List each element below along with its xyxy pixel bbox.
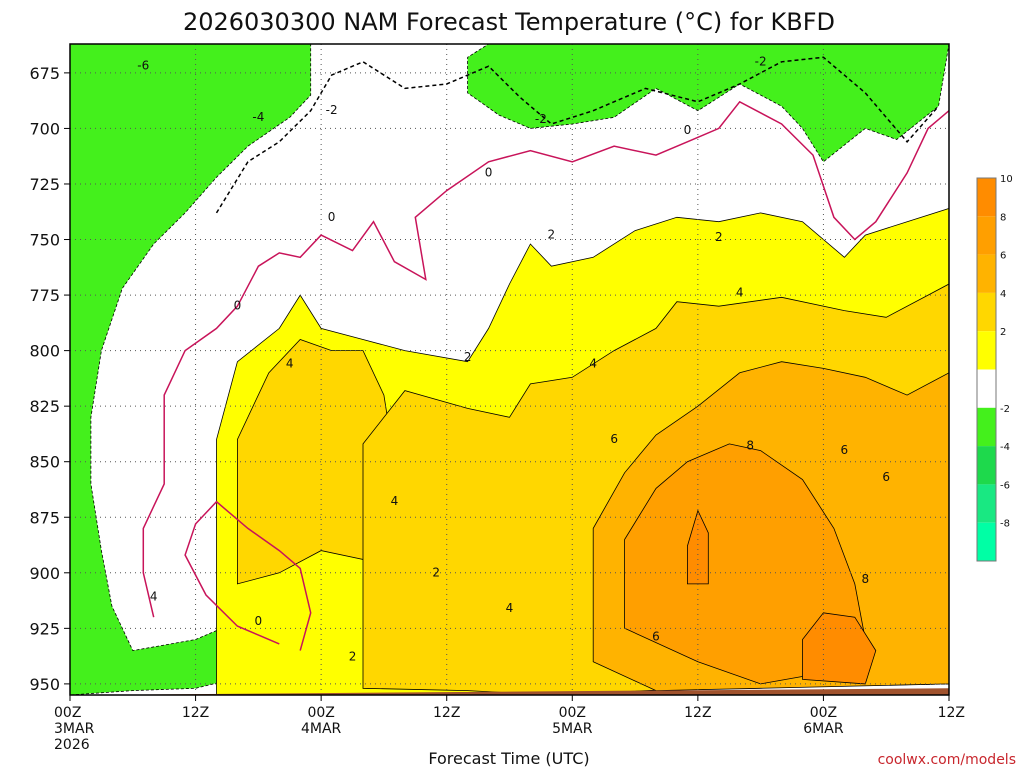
y-tick-label-9: 900 [29,564,60,583]
colorbar-label-6: -4 [1000,442,1010,453]
x-tick-label-0-0: 00Z [54,705,81,721]
contour-label-5: 0 [684,123,692,137]
x-tick-label-2-0: 00Z [307,705,334,721]
region-9 [687,509,709,585]
colorbar-label-4: 2 [1000,327,1006,338]
y-tick-label-7: 850 [29,453,60,472]
chart-title: 2026030300 NAM Forecast Temperature (°C)… [183,8,835,36]
contour-label-4: -2 [755,54,767,68]
contour-label-14: 2 [349,650,357,664]
colorbar-band-1 [977,216,996,255]
x-tick-label-5-0: 12Z [684,705,711,721]
colorbar-label-8: -8 [1000,519,1010,530]
y-tick-label-2: 725 [29,175,60,194]
contour-label-23: 6 [841,443,849,457]
colorbar-band-6 [977,407,996,447]
colorbar-label-7: -6 [1000,480,1010,491]
credit-text: coolwx.com/models [878,752,1016,768]
plot-frame [69,43,950,696]
colorbar-band-5 [977,369,996,408]
y-tick-label-11: 950 [29,675,60,694]
terrain-fill [70,688,949,695]
x-axis-label: Forecast Time (UTC) [428,749,589,768]
contour-label-8: 0 [234,299,242,313]
colorbar-label-0: 10 [1000,174,1013,185]
x-tick-label-6-0: 00Z [810,705,837,721]
gridlines [70,44,949,695]
contour-label-25: 8 [746,439,754,453]
colorbar-band-3 [977,292,996,332]
x-tick-label-1-0: 12Z [182,705,209,721]
contour-label-6: 0 [485,165,493,179]
colorbar-band-7 [977,446,996,485]
colorbar-label-2: 6 [1000,251,1006,262]
colorbar-frame [976,177,997,562]
y-tick-label-4: 775 [29,286,60,305]
contour-label-2: -2 [326,103,338,117]
contour-label-19: 4 [506,601,514,615]
contour-label-15: 4 [286,356,294,370]
contour-label-17: 4 [589,356,597,370]
x-tick-label-6-1: 6MAR [803,721,844,737]
contour-label-11: 2 [715,230,723,244]
y-tick-label-10: 925 [29,619,60,638]
y-tick-label-5: 800 [29,342,60,361]
y-tick-label-3: 750 [29,231,60,250]
contour-label-10: 2 [548,228,556,242]
contour-label-0: -6 [137,59,149,73]
region-8 [624,443,866,685]
colorbar-band-9 [977,522,996,561]
y-tick-label-6: 825 [29,397,60,416]
contour-label-16: 4 [391,494,399,508]
y-tick-label-1: 700 [29,119,60,138]
contour-line-0 [142,100,949,618]
contour-label-24: 6 [882,470,890,484]
contour-label-12: 2 [464,350,472,364]
colorbar-band-2 [977,254,996,293]
region-3 [467,44,949,163]
contour-line-2 [215,56,940,214]
contour-label-13: 2 [432,565,440,579]
colorbar-label-1: 8 [1000,212,1006,223]
y-axis: 675 700 725 750 775 800 825 850 875 900 925 950 [29,64,70,694]
x-tick-label-0-1: 3MAR [54,721,95,737]
contour-label-26: 8 [861,572,869,586]
contour-label-21: 6 [610,432,618,446]
x-tick-label-0-2: 2026 [54,737,90,753]
contour-label-7: 0 [328,210,336,224]
x-tick-label-2-1: 4MAR [301,721,342,737]
plot-area: -6 -4 -2 -2 -2 0 0 0 0 0 2 2 2 2 2 4 4 4 4 4 4 6 6 6 6 8 8 [70,44,949,695]
x-tick-label-4-0: 00Z [559,705,586,721]
contour-label-18: 4 [736,285,744,299]
colorbar-band-4 [977,331,996,370]
colorbar-band-8 [977,484,996,523]
x-tick-label-3-0: 12Z [433,705,460,721]
contour-line-1 [184,500,312,651]
contour-lines [142,56,949,651]
colorbar-label-3: 4 [1000,289,1006,300]
contour-label-1: -4 [252,110,264,124]
y-tick-label-0: 675 [29,64,60,83]
contour-label-3: -2 [535,112,547,126]
contour-label-20: 4 [150,590,158,604]
shaded-regions [70,44,949,695]
contour-labels: -6 -4 -2 -2 -2 0 0 0 0 0 2 2 2 2 2 4 4 4 4 4 4 6 6 6 6 8 8 [137,54,890,663]
colorbar: 10 8 6 4 2 -2 -4 -6 -8 [976,174,1013,562]
y-tick-label-8: 875 [29,508,60,527]
contour-label-22: 6 [652,630,660,644]
terrain [70,688,949,695]
x-tick-label-7-0: 12Z [938,705,965,721]
contour-label-9: 0 [255,614,263,628]
colorbar-band-0 [977,178,996,217]
colorbar-label-5: -2 [1000,404,1010,415]
x-tick-label-4-1: 5MAR [552,721,593,737]
